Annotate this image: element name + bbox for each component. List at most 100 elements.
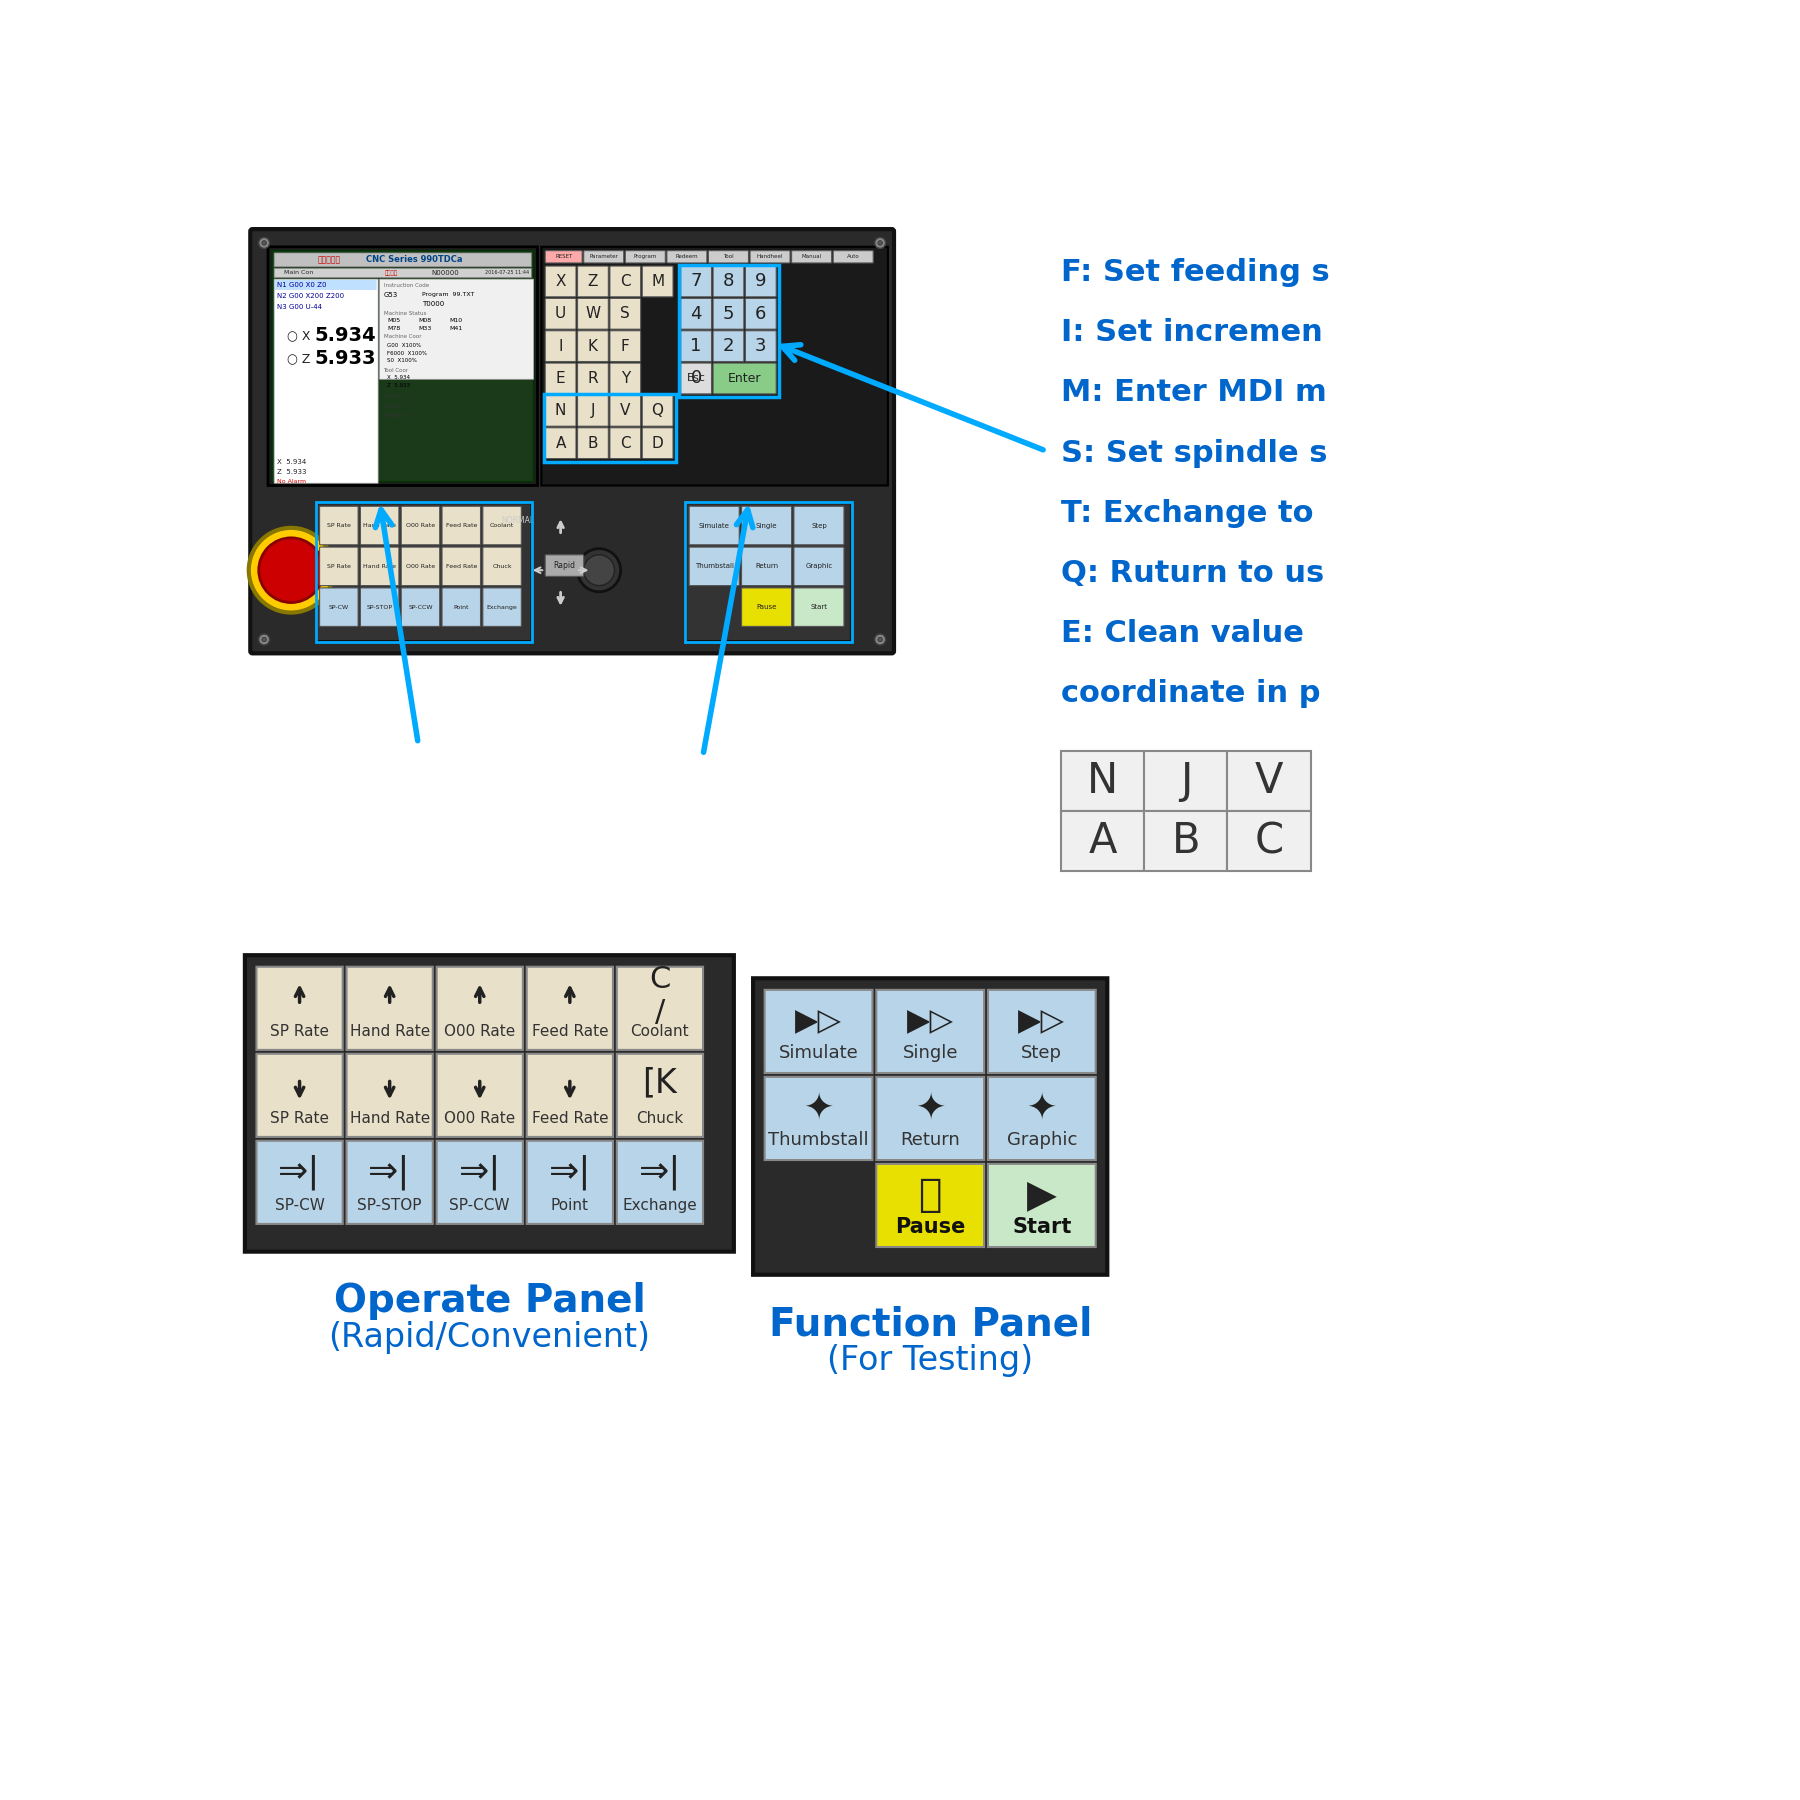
- Text: Chuck: Chuck: [491, 563, 511, 569]
- FancyBboxPatch shape: [401, 547, 439, 585]
- FancyBboxPatch shape: [686, 504, 851, 641]
- Text: ✦: ✦: [914, 1091, 945, 1125]
- Text: PartNo: -1: PartNo: -1: [383, 403, 409, 409]
- Text: No Alarm: No Alarm: [277, 479, 306, 484]
- Bar: [1145, 812, 1228, 871]
- FancyBboxPatch shape: [360, 506, 400, 545]
- FancyBboxPatch shape: [317, 504, 531, 641]
- Text: [K: [K: [643, 1066, 677, 1100]
- FancyBboxPatch shape: [545, 396, 576, 427]
- Bar: [679, 265, 779, 398]
- Text: Manual: Manual: [801, 254, 821, 259]
- Bar: [1060, 812, 1145, 871]
- Text: D: D: [652, 436, 664, 450]
- FancyBboxPatch shape: [583, 250, 625, 263]
- Text: Coolant: Coolant: [490, 524, 515, 527]
- Text: N2 G00 X200 Z200: N2 G00 X200 Z200: [277, 293, 344, 299]
- Bar: [544, 394, 677, 461]
- Text: Return: Return: [900, 1130, 959, 1148]
- Text: ▶: ▶: [1028, 1177, 1057, 1215]
- Text: O00 Rate: O00 Rate: [405, 524, 436, 527]
- Text: Point: Point: [454, 605, 470, 610]
- FancyBboxPatch shape: [256, 1053, 342, 1138]
- Text: N00000: N00000: [432, 270, 459, 275]
- Text: S: S: [621, 306, 630, 320]
- Text: X: X: [556, 274, 565, 290]
- Bar: [1228, 751, 1310, 812]
- Text: SP-CCW: SP-CCW: [450, 1199, 509, 1213]
- FancyBboxPatch shape: [482, 506, 522, 545]
- Text: SP-STOP: SP-STOP: [358, 1199, 421, 1213]
- FancyBboxPatch shape: [443, 547, 481, 585]
- FancyBboxPatch shape: [625, 250, 666, 263]
- Text: F: Set feeding s: F: Set feeding s: [1060, 259, 1330, 288]
- FancyBboxPatch shape: [680, 364, 711, 394]
- FancyBboxPatch shape: [643, 396, 673, 427]
- FancyBboxPatch shape: [545, 299, 576, 329]
- Text: C: C: [619, 436, 630, 450]
- Text: M10: M10: [448, 319, 463, 324]
- FancyBboxPatch shape: [437, 1053, 522, 1138]
- Text: V: V: [619, 403, 630, 418]
- Text: ▶▷: ▶▷: [796, 1006, 842, 1037]
- Text: 运行坐标: 运行坐标: [385, 270, 398, 275]
- FancyBboxPatch shape: [545, 428, 576, 459]
- FancyBboxPatch shape: [742, 547, 792, 585]
- Text: 6: 6: [756, 304, 767, 322]
- Text: A: A: [1089, 821, 1118, 862]
- Text: M: M: [652, 274, 664, 290]
- Text: 盈科瑞微控: 盈科瑞微控: [319, 256, 342, 265]
- Text: I: Set incremen: I: Set incremen: [1060, 319, 1323, 347]
- Text: Function Panel: Function Panel: [769, 1305, 1093, 1343]
- Text: J: J: [1179, 760, 1192, 803]
- Text: Exchange: Exchange: [623, 1199, 697, 1213]
- FancyBboxPatch shape: [275, 301, 376, 311]
- FancyBboxPatch shape: [680, 299, 711, 329]
- FancyBboxPatch shape: [877, 1076, 985, 1159]
- Text: S0  X100%: S0 X100%: [387, 358, 418, 364]
- Text: Q: Ruturn to us: Q: Ruturn to us: [1060, 558, 1325, 587]
- FancyBboxPatch shape: [275, 290, 376, 301]
- FancyBboxPatch shape: [578, 428, 608, 459]
- Text: T: Exchange to: T: Exchange to: [1060, 499, 1314, 527]
- Text: Simulate: Simulate: [698, 522, 729, 529]
- FancyBboxPatch shape: [274, 254, 531, 266]
- Text: Parameter: Parameter: [589, 254, 617, 259]
- Text: SP Rate: SP Rate: [270, 1024, 329, 1039]
- Bar: [1228, 812, 1310, 871]
- Circle shape: [578, 549, 621, 592]
- Text: Return: Return: [754, 563, 778, 569]
- Text: ✦: ✦: [803, 1091, 833, 1125]
- Text: Rapid: Rapid: [553, 562, 576, 571]
- Text: M08: M08: [418, 319, 432, 324]
- FancyBboxPatch shape: [272, 250, 533, 482]
- FancyBboxPatch shape: [578, 396, 608, 427]
- Text: K: K: [589, 338, 598, 353]
- Text: Step: Step: [1021, 1044, 1062, 1062]
- FancyBboxPatch shape: [320, 547, 358, 585]
- Text: M41: M41: [448, 326, 463, 331]
- FancyBboxPatch shape: [752, 979, 1107, 1274]
- Text: M33: M33: [418, 326, 432, 331]
- FancyBboxPatch shape: [256, 967, 342, 1049]
- Text: F: F: [621, 338, 630, 353]
- Text: Feed Rate: Feed Rate: [531, 1024, 608, 1039]
- Text: Tool Coor: Tool Coor: [383, 367, 409, 373]
- Text: ▶▷: ▶▷: [907, 1006, 954, 1037]
- Text: ○ X: ○ X: [288, 329, 311, 342]
- Text: X  5.934: X 5.934: [277, 459, 306, 466]
- Circle shape: [878, 241, 882, 245]
- Text: Z  5.933: Z 5.933: [277, 468, 306, 475]
- Text: E: Clean value: E: Clean value: [1060, 619, 1303, 648]
- Text: Machine Coor: Machine Coor: [383, 335, 421, 340]
- Text: Y: Y: [621, 371, 630, 385]
- FancyBboxPatch shape: [578, 331, 608, 362]
- Bar: [1060, 751, 1145, 812]
- Text: Single: Single: [756, 522, 778, 529]
- FancyBboxPatch shape: [794, 547, 844, 585]
- FancyBboxPatch shape: [347, 967, 432, 1049]
- Text: Hand Rate: Hand Rate: [349, 1111, 430, 1127]
- Text: 5.933: 5.933: [315, 349, 376, 367]
- Text: Redeem: Redeem: [675, 254, 698, 259]
- FancyBboxPatch shape: [268, 247, 538, 486]
